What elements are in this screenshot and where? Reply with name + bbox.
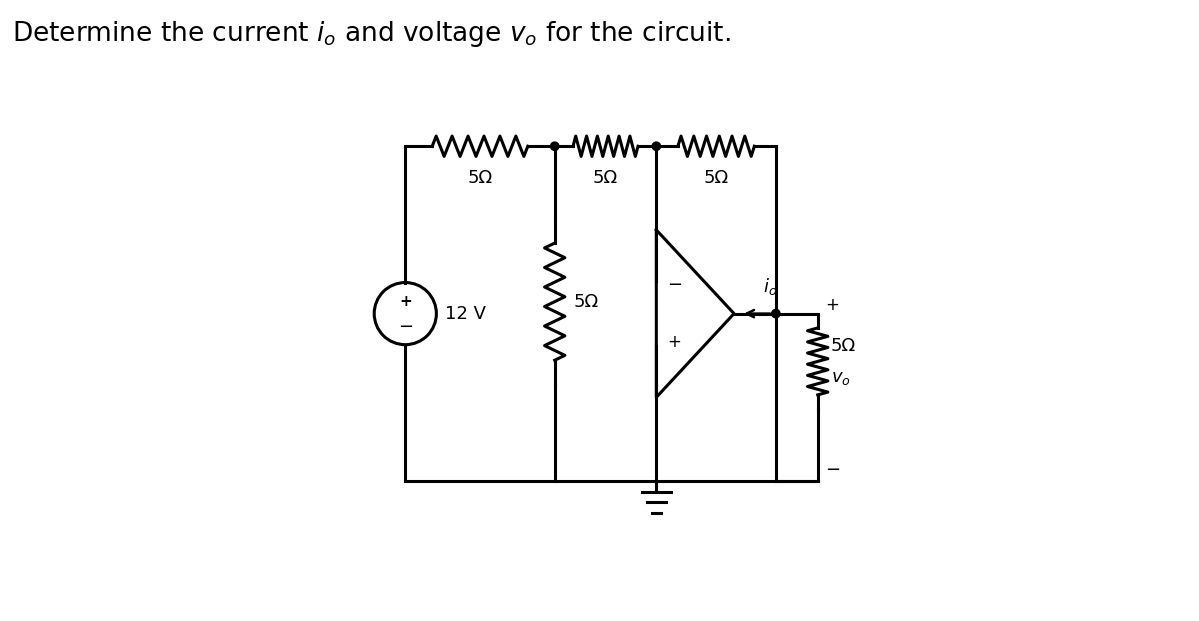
Text: $v_o$: $v_o$ (831, 369, 850, 387)
Text: 5Ω: 5Ω (704, 169, 729, 187)
Text: +: + (667, 333, 681, 351)
Circle shape (550, 142, 559, 150)
Circle shape (652, 142, 661, 150)
Text: +: + (399, 294, 411, 309)
Text: 5Ω: 5Ω (468, 169, 493, 187)
Text: 5Ω: 5Ω (594, 169, 617, 187)
Text: −: − (398, 318, 412, 336)
Text: Determine the current $i_o$ and voltage $v_o$ for the circuit.: Determine the current $i_o$ and voltage … (12, 19, 730, 48)
Text: −: − (825, 461, 840, 479)
Text: −: − (667, 276, 682, 294)
Text: 5Ω: 5Ω (574, 292, 600, 310)
Circle shape (772, 309, 781, 318)
Text: 5Ω: 5Ω (831, 337, 856, 355)
Text: $i_o$: $i_o$ (763, 276, 777, 297)
Text: 12 V: 12 V (445, 305, 487, 322)
Text: +: + (825, 296, 839, 314)
